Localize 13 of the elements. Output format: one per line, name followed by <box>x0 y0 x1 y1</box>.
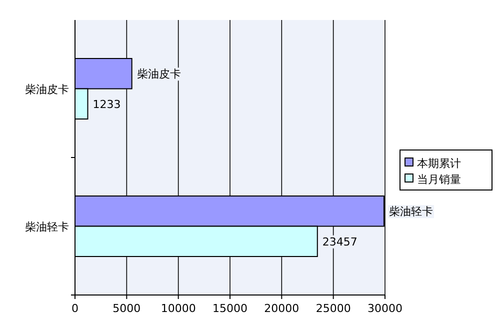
x-tick-label: 5000 <box>112 302 141 315</box>
x-tick-label: 30000 <box>368 302 402 315</box>
data-label: 1233 <box>92 98 121 111</box>
x-tick-label: 15000 <box>212 302 248 315</box>
x-tick-label: 20000 <box>264 302 300 315</box>
x-tick-label: 25000 <box>316 302 351 315</box>
data-label: 23457 <box>322 235 358 248</box>
legend-label: 本期累计 <box>417 157 461 170</box>
x-tick-label: 0 <box>72 302 78 315</box>
data-label: 柴油轻卡 <box>388 205 433 218</box>
x-tick-label: 10000 <box>160 302 196 315</box>
legend-label: 当月销量 <box>417 173 461 186</box>
data-label: 柴油皮卡 <box>136 68 181 81</box>
